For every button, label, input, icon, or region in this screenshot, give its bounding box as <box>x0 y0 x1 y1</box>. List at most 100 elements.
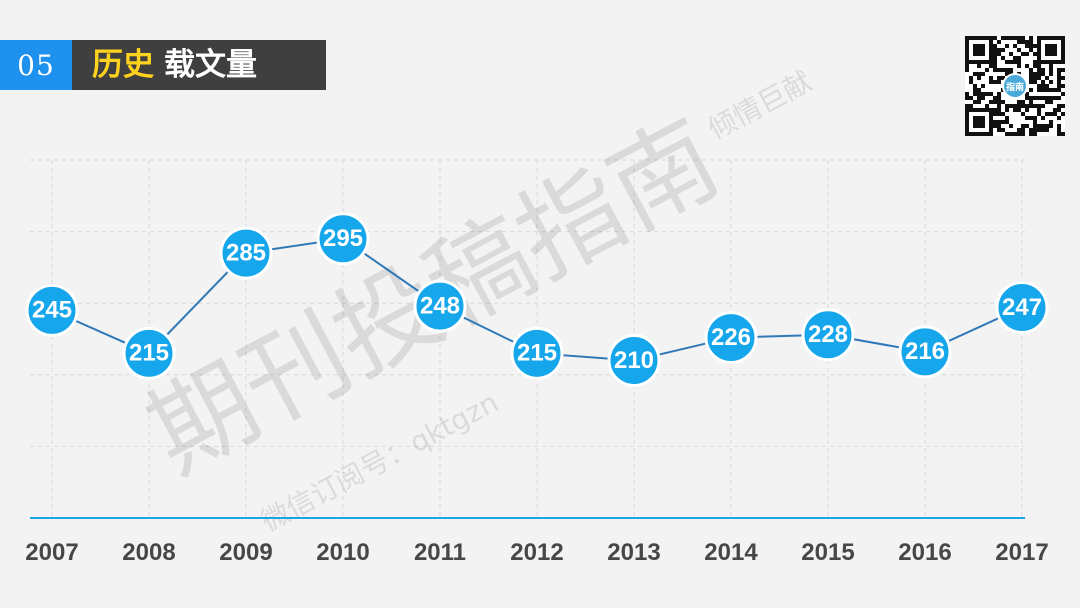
qr-module <box>965 132 969 136</box>
qr-module <box>965 112 969 116</box>
qr-module <box>1049 120 1053 124</box>
qr-module <box>1017 48 1021 52</box>
qr-module <box>1045 112 1049 116</box>
qr-module <box>997 112 1001 116</box>
section-title-accent: 历史 <box>92 46 154 83</box>
qr-module <box>1021 112 1025 116</box>
qr-module <box>1033 96 1037 100</box>
qr-module <box>965 48 969 52</box>
qr-module <box>1037 64 1041 68</box>
qr-module <box>1045 60 1049 64</box>
qr-module <box>965 104 969 108</box>
qr-module <box>1029 100 1033 104</box>
qr-module <box>1017 100 1021 104</box>
qr-module <box>1037 88 1041 92</box>
qr-module <box>981 124 985 128</box>
qr-module <box>1001 112 1005 116</box>
qr-module <box>1037 68 1041 72</box>
qr-module <box>1001 36 1005 40</box>
qr-module <box>969 96 973 100</box>
qr-module <box>1057 132 1061 136</box>
data-point <box>413 279 467 333</box>
qr-module <box>1049 64 1053 68</box>
qr-module <box>981 96 985 100</box>
qr-module <box>989 128 993 132</box>
qr-module <box>1045 88 1049 92</box>
qr-module <box>989 132 993 136</box>
qr-module <box>1009 124 1013 128</box>
qr-module <box>1057 96 1061 100</box>
qr-module <box>973 120 977 124</box>
qr-module <box>1025 40 1029 44</box>
qr-module <box>997 120 1001 124</box>
qr-module <box>1029 36 1033 40</box>
qr-module <box>1057 72 1061 76</box>
qr-module <box>1049 124 1053 128</box>
qr-module <box>977 124 981 128</box>
qr-module <box>1057 36 1061 40</box>
qr-module <box>965 116 969 120</box>
qr-module <box>1057 128 1061 132</box>
qr-module <box>993 36 997 40</box>
qr-module <box>1049 96 1053 100</box>
qr-center-badge: 指南 <box>1002 73 1028 99</box>
qr-module <box>973 84 977 88</box>
qr-module <box>1057 80 1061 84</box>
qr-module <box>997 108 1001 112</box>
qr-module <box>1041 80 1045 84</box>
qr-module <box>1025 52 1029 56</box>
qr-module <box>1017 128 1021 132</box>
x-tick-label: 2013 <box>607 539 660 566</box>
qr-module <box>1029 44 1033 48</box>
qr-module <box>1053 108 1057 112</box>
qr-module <box>1053 96 1057 100</box>
qr-module <box>989 124 993 128</box>
qr-module <box>989 48 993 52</box>
qr-module <box>1037 76 1041 80</box>
qr-module <box>1025 44 1029 48</box>
qr-module <box>977 44 981 48</box>
qr-module <box>1021 36 1025 40</box>
qr-module <box>1041 96 1045 100</box>
qr-module <box>1013 60 1017 64</box>
qr-module <box>1037 56 1041 60</box>
x-tick-label: 2015 <box>801 539 854 566</box>
qr-module <box>989 116 993 120</box>
qr-module <box>973 88 977 92</box>
qr-module <box>965 108 969 112</box>
qr-module <box>1053 52 1057 56</box>
qr-module <box>1001 68 1005 72</box>
qr-module <box>1037 108 1041 112</box>
qr-module <box>1029 116 1033 120</box>
qr-module <box>1041 124 1045 128</box>
qr-module <box>1029 80 1033 84</box>
qr-module <box>965 68 969 72</box>
qr-module <box>997 68 1001 72</box>
qr-module <box>993 96 997 100</box>
qr-module <box>1017 36 1021 40</box>
qr-module <box>1033 128 1037 132</box>
data-point <box>25 283 79 337</box>
data-label: 285 <box>226 239 266 266</box>
qr-module <box>1001 120 1005 124</box>
qr-module <box>985 60 989 64</box>
qr-module <box>969 36 973 40</box>
qr-module <box>1033 116 1037 120</box>
qr-module <box>1041 128 1045 132</box>
qr-module <box>1029 88 1033 92</box>
qr-module <box>1041 84 1045 88</box>
qr-module <box>1057 84 1061 88</box>
qr-module <box>1061 52 1065 56</box>
qr-module <box>1017 56 1021 60</box>
qr-module <box>1005 116 1009 120</box>
qr-module <box>1033 104 1037 108</box>
qr-module <box>973 124 977 128</box>
qr-module <box>1041 60 1045 64</box>
qr-module <box>985 108 989 112</box>
qr-module <box>977 52 981 56</box>
qr-module <box>1061 84 1065 88</box>
qr-module <box>1013 36 1017 40</box>
x-tick-label: 2016 <box>898 539 951 566</box>
qr-module <box>993 68 997 72</box>
qr-module <box>1037 104 1041 108</box>
